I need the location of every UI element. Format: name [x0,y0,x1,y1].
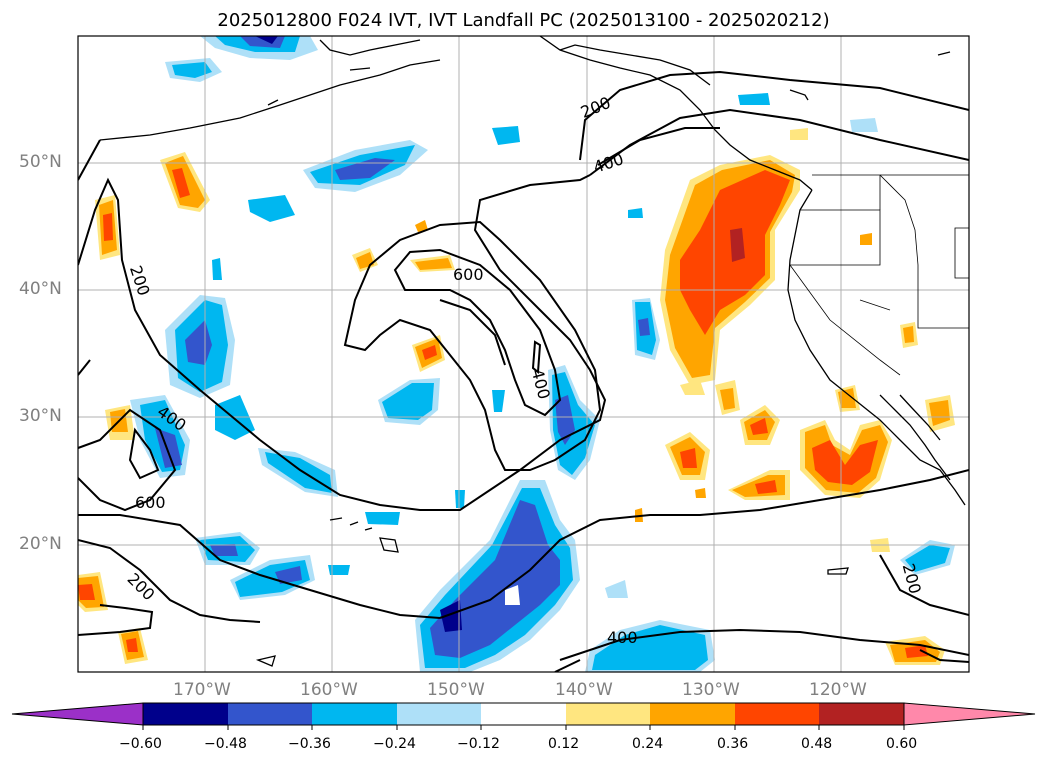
ivt-contours [78,70,969,672]
colorbar-tick-label: −0.48 [204,736,247,752]
coastlines [99,36,966,667]
graticule [78,36,969,672]
lon-label: 150°W [427,680,485,700]
colorbar-tick-label: 0.48 [801,736,833,752]
lat-label: 20°N [19,534,62,554]
contour-label: 600 [453,265,484,284]
lat-label: 30°N [19,406,62,426]
colorbar-tick-label: 0.24 [632,736,664,752]
lon-label: 140°W [555,680,613,700]
lat-label: 50°N [19,152,62,172]
colorbar-tick-label: −0.24 [373,736,416,752]
colorbar-tick-label: 0.60 [886,736,918,752]
map-frame [77,35,970,673]
positive-pc-regions [78,128,955,665]
contour-label: 400 [607,628,638,647]
contour-label: 600 [135,493,166,512]
lon-label: 170°W [173,680,231,700]
lat-label: 40°N [19,279,62,299]
lon-label: 130°W [682,680,740,700]
colorbar-tick-label: −0.12 [457,736,500,752]
lon-label: 120°W [809,680,867,700]
lon-label: 160°W [300,680,358,700]
colorbar-tick-label: 0.12 [548,736,580,752]
colorbar-tick-label: −0.36 [288,736,331,752]
colorbar [11,702,1036,730]
colorbar-tick-label: 0.36 [717,736,749,752]
map-title: 2025012800 F024 IVT, IVT Landfall PC (20… [217,10,830,31]
colorbar-tick-label: −0.60 [119,736,162,752]
negative-pc-regions [130,36,955,672]
state-borders [789,174,969,376]
